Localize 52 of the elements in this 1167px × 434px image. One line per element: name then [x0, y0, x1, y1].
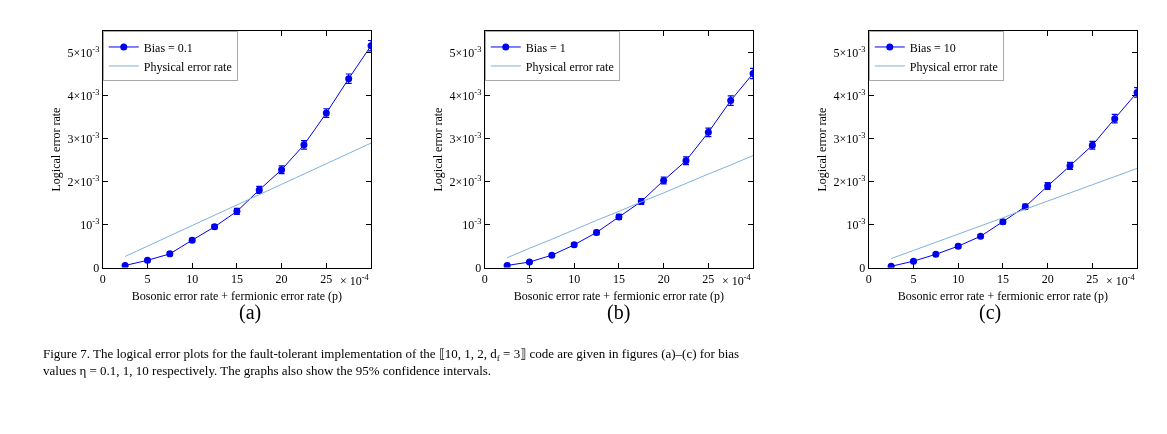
x-tick-label: 25	[320, 272, 333, 287]
y-tick-label: 2×10$^{-3}$	[833, 173, 866, 189]
y-tick-label: 0	[475, 260, 482, 275]
y-tick-label: 10$^{-3}$	[80, 216, 100, 232]
x-tick-label: 20	[275, 272, 288, 287]
x-axis-title: Bosonic error rate + fermionic error rate (p)	[513, 288, 725, 303]
y-axis-title: Logical error rate	[430, 107, 445, 192]
text: × 10$^{-4}$	[722, 273, 752, 289]
x-tick-label: 15	[996, 272, 1009, 287]
text: (a)	[239, 301, 262, 324]
y-tick-label: 4×10$^{-3}$	[67, 88, 100, 104]
y-tick-label: 5×10$^{-3}$	[67, 45, 100, 61]
text: × 10$^{-4}$	[340, 273, 370, 289]
y-axis-title: Logical error rate	[814, 107, 829, 192]
x-tick-label: 5	[526, 272, 533, 287]
legend-label: Physical error rate	[525, 59, 614, 74]
y-tick-label: 3×10$^{-3}$	[833, 130, 866, 147]
x-tick-label: 15	[612, 272, 625, 287]
legend-label: Physical error rate	[909, 59, 998, 74]
y-tick-label: 0	[859, 260, 866, 275]
x-tick-label: 20	[1041, 272, 1054, 287]
legend-label: Bias = 1	[525, 40, 566, 55]
y-axis-title: Logical error rate	[48, 107, 63, 192]
y-tick-label: 2×10$^{-3}$	[449, 173, 482, 189]
x-tick-label: 25	[1086, 272, 1099, 287]
text: × 10$^{-4}$	[1106, 273, 1136, 289]
x-tick-label: 5	[144, 272, 151, 287]
legend-label: Bias = 0.1	[143, 40, 193, 55]
x-tick-label: 10	[186, 272, 199, 287]
x-tick-label: 15	[230, 272, 243, 287]
y-tick-label: 3×10$^{-3}$	[67, 130, 100, 147]
x-tick-label: 5	[910, 272, 917, 287]
text: (b)	[607, 301, 631, 324]
legend-label: Physical error rate	[143, 59, 232, 74]
y-tick-label: 5×10$^{-3}$	[833, 45, 866, 61]
y-tick-label: 4×10$^{-3}$	[449, 88, 482, 104]
x-axis-title: Bosonic error rate + fermionic error rate (p)	[131, 288, 343, 303]
y-tick-label: 3×10$^{-3}$	[449, 130, 482, 147]
y-tick-label: 10$^{-3}$	[846, 216, 866, 232]
legend-label: Bias = 10	[909, 40, 956, 55]
x-axis-title: Bosonic error rate + fermionic error rate (p)	[897, 288, 1109, 303]
text: (c)	[979, 301, 1002, 324]
x-tick-label: 10	[568, 272, 581, 287]
y-tick-label: 4×10$^{-3}$	[833, 88, 866, 104]
x-tick-label: 10	[952, 272, 965, 287]
y-tick-label: 0	[93, 260, 100, 275]
x-tick-label: 25	[702, 272, 715, 287]
y-tick-label: 2×10$^{-3}$	[67, 173, 100, 189]
y-tick-label: 10$^{-3}$	[462, 216, 482, 232]
x-tick-label: 20	[657, 272, 670, 287]
y-tick-label: 5×10$^{-3}$	[449, 45, 482, 61]
caption: Figure 7. The logical error plots for the fault-tolerant implementation of the ⟦10, 1, 2, d$_{f}$ = 3⟧ code are given in figures (a)–(c) for bias values η = 0.1, 1, 10 respectively. The graphs also show the 95% confidence intervals.	[43, 346, 740, 378]
